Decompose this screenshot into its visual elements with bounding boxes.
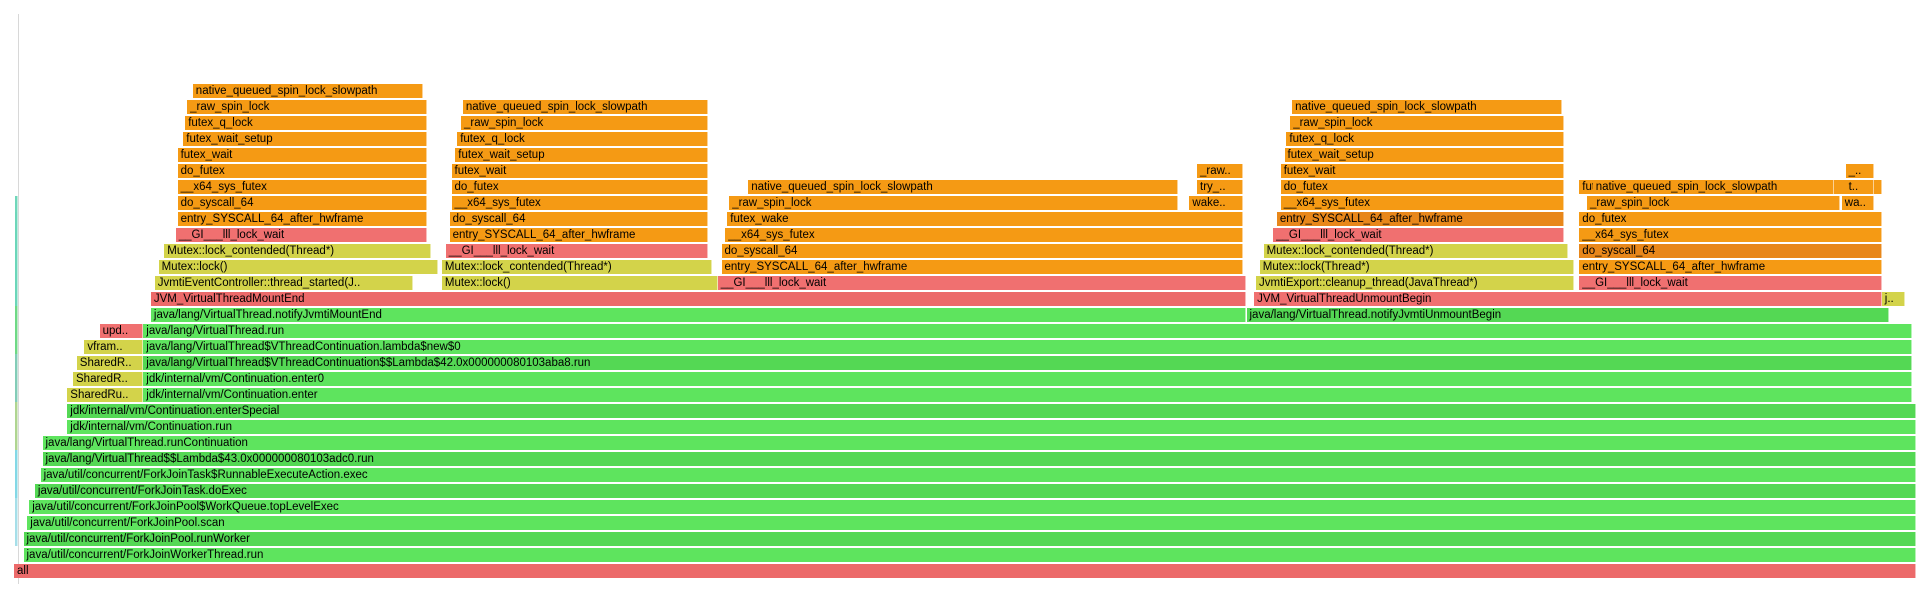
stack-frame[interactable]: JvmtiExport::cleanup_thread(JavaThread*)	[1256, 276, 1574, 290]
stack-frame[interactable]: entry_SYSCALL_64_after_hwframe	[449, 228, 709, 242]
stack-frame[interactable]: futex_wake	[727, 212, 1243, 226]
stack-frame[interactable]	[15, 196, 18, 306]
stack-frame[interactable]: futex_wait_setup	[183, 132, 427, 146]
stack-frame[interactable]: native_queued_spin_lock_slowpath	[192, 84, 423, 98]
stack-frame[interactable]: __x64_sys_futex	[1579, 228, 1882, 242]
stack-frame[interactable]: vfram..	[84, 340, 144, 354]
stack-frame[interactable]: JvmtiEventController::thread_started(J..	[154, 276, 414, 290]
stack-frame[interactable]: _raw_spin_lock	[1587, 196, 1840, 210]
stack-frame[interactable]: __GI___lll_lock_wait	[1273, 228, 1565, 242]
stack-frame[interactable]: all	[14, 564, 1916, 578]
stack-frame[interactable]: JVM_VirtualThreadUnmountBegin	[1254, 292, 1882, 306]
stack-frame[interactable]: SharedR..	[73, 372, 144, 386]
stack-frame[interactable]: java/util/concurrent/ForkJoinWorkerThrea…	[23, 548, 1916, 562]
stack-frame[interactable]: Mutex::lock_contended(Thread*)	[441, 260, 712, 274]
stack-frame[interactable]: java/util/concurrent/ForkJoinPool.runWor…	[23, 532, 1916, 546]
stack-frame[interactable]: do_syscall_64	[449, 212, 709, 226]
stack-frame[interactable]: jdk/internal/vm/Continuation.enter0	[143, 372, 1913, 386]
stack-frame[interactable]: entry_SYSCALL_64_after_hwframe	[1579, 260, 1882, 274]
stack-frame[interactable]: java/lang/VirtualThread$VThreadContinuat…	[143, 340, 1913, 354]
stack-frame[interactable]: jdk/internal/vm/Continuation.enterSpecia…	[67, 404, 1916, 418]
stack-frame[interactable]: futex_q_lock	[185, 116, 427, 130]
stack-frame[interactable]: do_syscall_64	[1579, 244, 1882, 258]
stack-frame[interactable]: _raw_spin_lock	[187, 100, 427, 114]
stack-frame[interactable]: entry_SYSCALL_64_after_hwframe	[721, 260, 1243, 274]
stack-frame[interactable]: futex_wait_setup	[1284, 148, 1565, 162]
stack-frame[interactable]: upd..	[99, 324, 144, 338]
stack-frame[interactable]: do_futex	[451, 180, 709, 194]
stack-frame[interactable]: futex_q_lock	[457, 132, 709, 146]
stack-frame[interactable]: java/lang/VirtualThread.notifyJvmtiMount…	[150, 308, 1247, 322]
stack-frame[interactable]: __x64_sys_futex	[177, 180, 427, 194]
stack-frame[interactable]: __GI___lll_lock_wait	[175, 228, 427, 242]
stack-frame[interactable]: t..	[1845, 180, 1875, 194]
stack-frame[interactable]: do_futex	[1579, 212, 1882, 226]
stack-frame[interactable]: Mutex::lock()	[158, 260, 439, 274]
stack-frame[interactable]: java/util/concurrent/ForkJoinTask.doExec	[34, 484, 1916, 498]
left-rule	[18, 14, 19, 584]
stack-frame[interactable]: __GI___lll_lock_wait	[1579, 276, 1882, 290]
stack-frame[interactable]: futex_wait_setup	[455, 148, 709, 162]
stack-frame[interactable]: java/util/concurrent/ForkJoinTask$Runnab…	[40, 468, 1916, 482]
stack-frame[interactable]: __x64_sys_futex	[725, 228, 1243, 242]
stack-frame[interactable]: try_..	[1197, 180, 1243, 194]
stack-frame[interactable]: java/lang/VirtualThread.run	[143, 324, 1913, 338]
stack-frame[interactable]: native_queued_spin_lock_slowpath	[748, 180, 1179, 194]
stack-frame[interactable]: java/util/concurrent/ForkJoinPool$WorkQu…	[29, 500, 1916, 514]
stack-frame[interactable]: native_queued_spin_lock_slowpath	[462, 100, 709, 114]
stack-frame[interactable]: __GI___lll_lock_wait	[717, 276, 1247, 290]
stack-frame[interactable]: Mutex::lock_contended(Thread*)	[1263, 244, 1568, 258]
stack-frame[interactable]: java/lang/VirtualThread.notifyJvmtiUnmou…	[1246, 308, 1890, 322]
stack-frame[interactable]: _..	[1845, 164, 1875, 178]
stack-frame[interactable]: Mutex::lock_contended(Thread*)	[164, 244, 431, 258]
stack-frame[interactable]: Mutex::lock(Thread*)	[1259, 260, 1574, 274]
stack-frame[interactable]: j..	[1881, 292, 1905, 306]
stack-frame[interactable]: _raw_spin_lock	[461, 116, 709, 130]
stack-frame[interactable]: futex_q_lock	[1286, 132, 1565, 146]
stack-frame[interactable]: java/lang/VirtualThread$$Lambda$43.0x000…	[42, 452, 1916, 466]
stack-frame[interactable]: futex_wait	[1280, 164, 1565, 178]
stack-frame[interactable]: entry_SYSCALL_64_after_hwframe	[1276, 212, 1565, 226]
stack-frame[interactable]: __GI___lll_lock_wait	[445, 244, 709, 258]
stack-frame[interactable]: java/lang/VirtualThread$VThreadContinuat…	[143, 356, 1913, 370]
stack-frame[interactable]: do_syscall_64	[177, 196, 427, 210]
stack-frame[interactable]: futex_wait	[177, 148, 427, 162]
stack-frame[interactable]: futex_wait	[451, 164, 709, 178]
stack-frame[interactable]: do_futex	[1280, 180, 1565, 194]
stack-frame[interactable]: wake..	[1189, 196, 1243, 210]
stack-frame[interactable]: wa..	[1841, 196, 1875, 210]
stack-frame[interactable]: java/lang/VirtualThread.runContinuation	[42, 436, 1916, 450]
stack-frame[interactable]: Mutex::lock()	[441, 276, 718, 290]
stack-frame[interactable]: _raw_spin_lock	[1290, 116, 1565, 130]
stack-frame[interactable]: _raw..	[1197, 164, 1243, 178]
stack-frame[interactable]: java/util/concurrent/ForkJoinPool.scan	[27, 516, 1916, 530]
stack-frame[interactable]: __x64_sys_futex	[451, 196, 709, 210]
stack-frame[interactable]: native_queued_spin_lock_slowpath	[1292, 100, 1563, 114]
stack-frame[interactable]: jdk/internal/vm/Continuation.run	[67, 420, 1916, 434]
stack-frame[interactable]: entry_SYSCALL_64_after_hwframe	[177, 212, 427, 226]
stack-frame[interactable]: native_queued_spin_lock_slowpath	[1592, 180, 1835, 194]
stack-frame[interactable]: SharedR..	[76, 356, 144, 370]
stack-frame[interactable]: JVM_VirtualThreadMountEnd	[150, 292, 1247, 306]
stack-frame[interactable]: SharedRu..	[67, 388, 144, 402]
stack-frame[interactable]: do_syscall_64	[721, 244, 1243, 258]
stack-frame[interactable]: jdk/internal/vm/Continuation.enter	[143, 388, 1913, 402]
stack-frame[interactable]: _raw_spin_lock	[729, 196, 1179, 210]
stack-frame[interactable]: do_futex	[177, 164, 427, 178]
stack-frame[interactable]: __x64_sys_futex	[1280, 196, 1565, 210]
